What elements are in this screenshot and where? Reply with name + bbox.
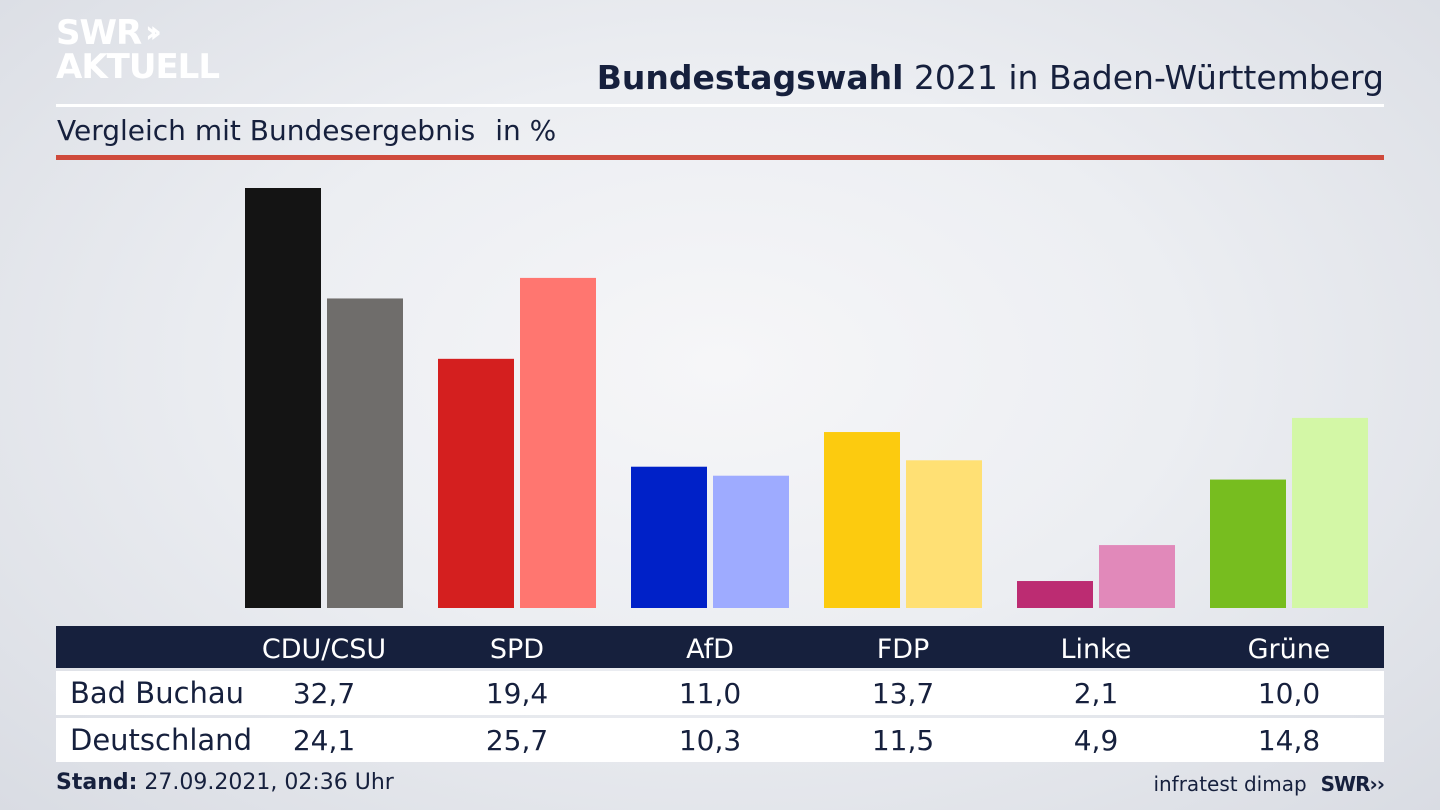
value-label-spd: 25,7 [485,723,549,757]
bar-chart [245,188,1368,608]
logo-chevron-icon: ›› [145,15,161,50]
category-label-fdp: FDP [876,633,930,665]
bar-afd-deutschland [713,475,789,608]
category-label-linke: Linke [1060,633,1132,665]
stand-value: 27.09.2021, 02:36 Uhr [137,770,394,795]
value-label-cdu-csu: 24,1 [292,723,356,757]
bar-spd-deutschland [520,277,596,608]
bar-linke-bad-buchau [1017,581,1093,608]
value-label-afd: 10,3 [678,723,742,757]
timestamp: Stand: 27.09.2021, 02:36 Uhr [56,770,394,795]
title-rest: 2021 in Baden-Württemberg [903,58,1384,97]
category-label-afd: AfD [686,633,734,665]
bar-cdu-csu-deutschland [327,298,403,608]
value-label-spd: 19,4 [485,676,549,710]
value-label-cdu-csu: 32,7 [292,676,356,710]
bar-fdp-deutschland [906,460,982,608]
value-label-gruene: 10,0 [1257,676,1321,710]
row-label-deutschland: Deutschland [70,723,252,757]
subtitle-text: Vergleich mit Bundesergebnis [57,114,476,147]
value-label-linke: 2,1 [1073,676,1119,710]
value-label-gruene: 14,8 [1257,723,1321,757]
swr-aktuell-logo: SWR ›› AKTUELL [56,13,220,87]
bar-linke-deutschland [1099,545,1175,608]
unit-label: in % [495,114,557,147]
source-text: infratest dimap [1153,772,1307,796]
page-title: Bundestagswahl 2021 in Baden-Württemberg [597,58,1384,97]
table-row: Deutschland 24,1 25,7 10,3 11,5 4,9 14,8 [56,718,1384,762]
table-row: Bad Buchau 32,7 19,4 11,0 13,7 2,1 10,0 [56,671,1384,715]
bar-fdp-bad-buchau [824,432,900,608]
row-label-bad-buchau: Bad Buchau [70,676,245,710]
bar-gruene-deutschland [1292,417,1368,608]
category-label-gruene: Grüne [1247,633,1331,665]
bar-afd-bad-buchau [631,466,707,608]
bar-spd-bad-buchau [438,358,514,608]
source-credit: infratest dimap SWR›› [1153,772,1385,796]
chart-subtitle: Vergleich mit Bundesergebnis in % [57,114,556,147]
logo-aktuell-text: AKTUELL [56,47,220,87]
title-bold: Bundestagswahl [596,58,904,97]
results-table: CDU/CSU SPD AfD FDP Linke Grüne Bad Buchau 32… [56,626,1384,762]
category-label-spd: SPD [489,633,545,665]
logo-swr-text: SWR [56,13,142,53]
accent-divider [56,155,1384,160]
bar-cdu-csu-bad-buchau [245,188,321,608]
category-label-cdu-csu: CDU/CSU [261,633,387,665]
table-header-row: CDU/CSU SPD AfD FDP Linke Grüne [56,626,1384,668]
value-label-fdp: 11,5 [871,723,935,757]
stand-label: Stand: [56,770,138,795]
value-label-linke: 4,9 [1073,723,1119,757]
value-label-afd: 11,0 [678,676,742,710]
bar-gruene-bad-buchau [1210,479,1286,608]
value-label-fdp: 13,7 [871,676,935,710]
swr-brand-logo: SWR›› [1320,772,1385,796]
title-divider [56,104,1384,107]
